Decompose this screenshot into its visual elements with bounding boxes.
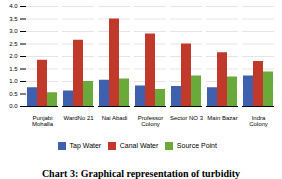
svg-text:4.0: 4.0 — [9, 3, 18, 9]
svg-text:PunjabiMohalla: PunjabiMohalla — [32, 115, 54, 127]
svg-text:0.0: 0.0 — [9, 103, 18, 109]
svg-text:WardNo 21: WardNo 21 — [63, 115, 94, 121]
html-text:Source Point: Source Point — [176, 142, 217, 149]
html-text:Tap Water: Tap Water — [69, 142, 102, 149]
svg-text:Main Bazar: Main Bazar — [207, 115, 237, 121]
svg-text:Sector NO 3: Sector NO 3 — [170, 115, 204, 121]
svg-text:Nai Abadi: Nai Abadi — [102, 115, 128, 121]
svg-text:1.0: 1.0 — [9, 78, 18, 84]
svg-text:ProfessorColony: ProfessorColony — [138, 115, 164, 127]
svg-text:3.5: 3.5 — [9, 16, 18, 22]
svg-text:1.5: 1.5 — [9, 66, 18, 72]
svg-text:2.5: 2.5 — [9, 41, 18, 47]
svg-text:IndraColony: IndraColony — [249, 115, 268, 127]
svg-text:2.0: 2.0 — [9, 53, 18, 59]
html-text:Canal Water: Canal Water — [119, 142, 159, 149]
svg-text:3.0: 3.0 — [9, 28, 18, 34]
html-text:Chart 3: Graphical representat: Chart 3: Graphical representation of tur… — [41, 167, 241, 179]
svg-text:0.5: 0.5 — [9, 91, 18, 97]
